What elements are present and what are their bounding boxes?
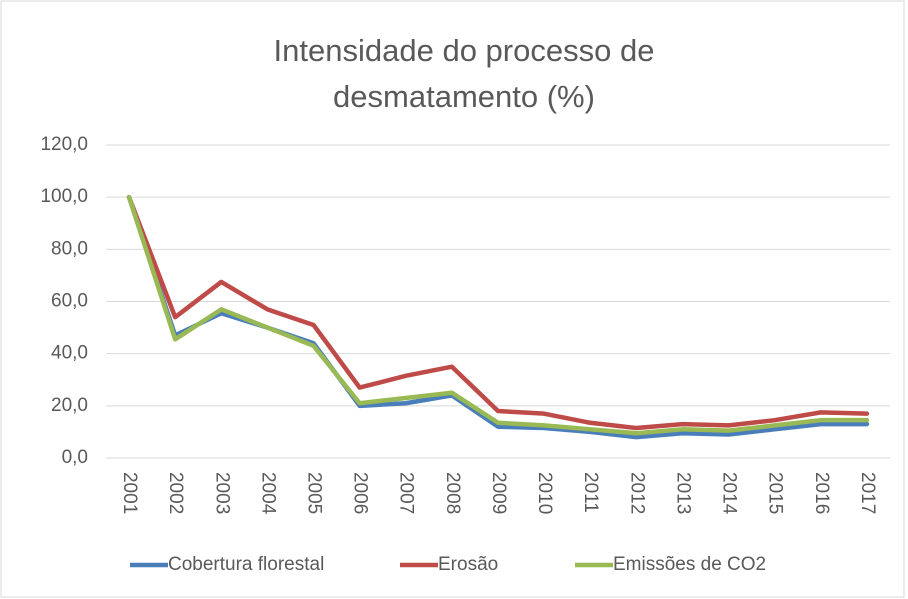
x-tick-label: 2001: [119, 472, 140, 514]
x-tick-label: 2012: [626, 472, 647, 514]
chart-title: Intensidade do processo de desmatamento …: [273, 33, 655, 114]
y-tick-label: 20,0: [51, 395, 88, 416]
y-tick-label: 60,0: [51, 291, 88, 312]
x-tick-label: 2004: [257, 472, 278, 515]
y-tick-label: 40,0: [51, 343, 88, 364]
x-tick-label: 2007: [396, 472, 417, 514]
legend-label: Erosão: [438, 554, 498, 575]
x-tick-label: 2002: [165, 472, 186, 514]
x-tick-label: 2016: [811, 472, 832, 514]
x-tick-label: 2010: [534, 472, 555, 514]
x-tick-label: 2017: [857, 472, 878, 514]
legend-label: Cobertura florestal: [168, 554, 324, 575]
series-line: [126, 194, 870, 436]
y-tick-label: 80,0: [51, 238, 88, 259]
x-tick-label: 2006: [350, 472, 371, 514]
x-tick-label: 2009: [488, 472, 509, 514]
x-tick-label: 2013: [672, 472, 693, 514]
x-tick-label: 2011: [580, 472, 601, 513]
x-tick-label: 2015: [765, 472, 786, 514]
series-line: [126, 194, 870, 431]
x-tick-label: 2003: [211, 472, 232, 514]
x-tick-label: 2014: [719, 472, 740, 515]
x-tick-label: 2008: [442, 472, 463, 514]
y-tick-label: 100,0: [40, 186, 88, 207]
x-tick-label: 2005: [304, 472, 325, 514]
legend-label: Emissões de CO2: [613, 554, 766, 575]
y-tick-label: 120,0: [40, 134, 88, 155]
y-tick-label: 0,0: [62, 447, 88, 468]
